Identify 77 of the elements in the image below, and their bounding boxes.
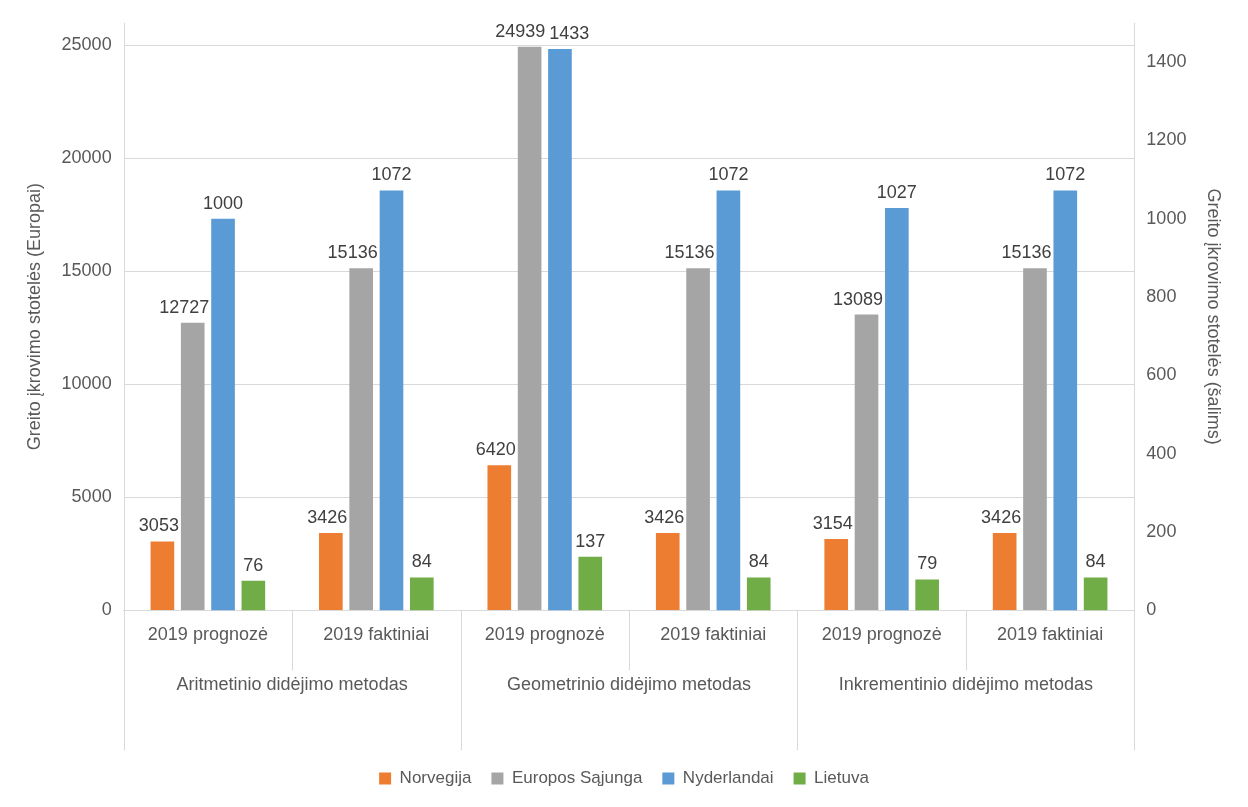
x-tick-label: 2019 prognozė [484,624,605,645]
bar [180,322,205,610]
bar [517,46,542,610]
x-tick-label: 2019 prognozė [147,624,268,645]
bar [1083,577,1108,611]
x-tick-label: 2019 faktiniai [660,624,767,645]
bar [150,541,175,610]
legend-label: Lietuva [814,768,870,788]
y-tick-label: 0 [101,599,112,620]
data-label: 3154 [812,513,853,534]
legend-label: Europos Sąjunga [511,768,643,788]
bar [885,208,909,611]
data-label: 15136 [327,242,378,263]
y-tick-label: 10000 [61,373,112,394]
data-label: 1433 [549,23,590,44]
y2-tick-label: 0 [1146,599,1157,620]
x-tick-label: 2019 faktiniai [323,624,430,645]
y-axis-title: Greito įkrovimo stotelės (Europai) [23,183,44,451]
data-label: 15136 [664,242,715,263]
data-label: 3426 [644,506,685,527]
data-label: 13089 [832,288,884,309]
data-label: 1027 [876,182,917,203]
data-label: 137 [575,530,606,551]
data-label: 24939 [495,20,546,41]
bar [1053,190,1078,611]
y-tick-label: 20000 [61,147,112,168]
bar [211,218,235,611]
y2-tick-label: 200 [1146,521,1177,542]
data-label: 12727 [159,296,210,317]
text: Geometrinio didėjimo metodas [506,674,752,695]
y2-tick-label: 1200 [1146,129,1187,150]
data-label: 1072 [371,164,412,185]
text: Inkrementinio didėjimo metodas [838,674,1093,695]
data-label: 3053 [138,515,179,536]
bar [548,49,572,611]
bar [241,580,266,611]
bar [915,579,939,611]
bar [746,577,771,611]
text: Aritmetinio didėjimo metodas [176,674,408,695]
bar [655,532,680,610]
y2-tick-label: 1400 [1146,50,1187,71]
data-label: 1000 [203,192,244,213]
y-tick-label: 15000 [61,260,112,281]
data-label: 76 [243,554,264,575]
y-tick-label: 25000 [61,34,112,55]
data-label: 15136 [1001,242,1052,263]
y2-tick-label: 1000 [1146,207,1187,228]
bar [686,268,710,610]
legend-label: Norvegija [399,768,472,788]
data-label: 79 [917,553,938,574]
data-label: 3426 [981,506,1022,527]
bar [578,556,603,611]
bar [992,532,1017,610]
legend-label: Nyderlandai [682,768,774,788]
data-label: 1072 [1045,164,1086,185]
x-tick-label: 2019 prognozė [821,624,942,645]
y-tick-label: 5000 [71,486,112,507]
y2-tick-label: 600 [1146,364,1177,385]
bar [1023,268,1047,610]
data-label: 1072 [708,164,749,185]
data-label: 84 [411,551,432,572]
bar [854,314,879,610]
data-label: 84 [1085,551,1106,572]
data-label: 84 [748,551,769,572]
bar [319,532,343,610]
bar [824,539,849,610]
y2-axis-title: Greito įkrovimo stotelės (šalims) [1204,188,1225,445]
x-tick-label: 2019 faktiniai [997,624,1104,645]
data-label: 3426 [307,506,348,527]
bar [716,190,741,611]
bar [379,190,404,611]
bar [487,465,512,610]
y2-tick-label: 400 [1146,442,1177,463]
bar [409,577,434,611]
data-label: 6420 [475,439,516,460]
bar [349,268,373,610]
y2-tick-label: 800 [1146,285,1177,306]
